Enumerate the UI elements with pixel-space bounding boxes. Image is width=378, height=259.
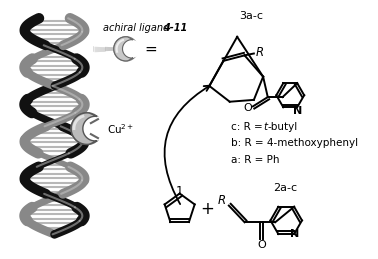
Text: c: R =: c: R = (231, 122, 266, 132)
Text: R: R (217, 195, 225, 207)
Text: 1: 1 (176, 185, 183, 198)
Text: N: N (290, 229, 300, 239)
Circle shape (114, 37, 138, 61)
Text: O: O (257, 240, 266, 250)
Text: a: R = Ph: a: R = Ph (231, 155, 279, 165)
Text: achiral ligand: achiral ligand (103, 23, 172, 33)
Text: =: = (144, 41, 157, 56)
Text: t: t (263, 122, 267, 132)
Text: 2a-c: 2a-c (273, 183, 297, 193)
Circle shape (83, 116, 107, 141)
Text: b: R = 4-methoxyphenyl: b: R = 4-methoxyphenyl (231, 139, 358, 148)
Text: -butyl: -butyl (268, 122, 298, 132)
Polygon shape (114, 37, 133, 61)
Polygon shape (71, 113, 97, 144)
Text: O: O (243, 103, 252, 113)
Text: Cu$^{2+}$: Cu$^{2+}$ (107, 122, 135, 135)
Text: 3a-c: 3a-c (239, 11, 263, 21)
Text: N: N (293, 106, 302, 116)
Text: 4-11: 4-11 (163, 23, 187, 33)
Text: R: R (256, 46, 264, 59)
Circle shape (122, 40, 141, 58)
Text: +: + (201, 200, 214, 218)
Circle shape (71, 113, 103, 144)
